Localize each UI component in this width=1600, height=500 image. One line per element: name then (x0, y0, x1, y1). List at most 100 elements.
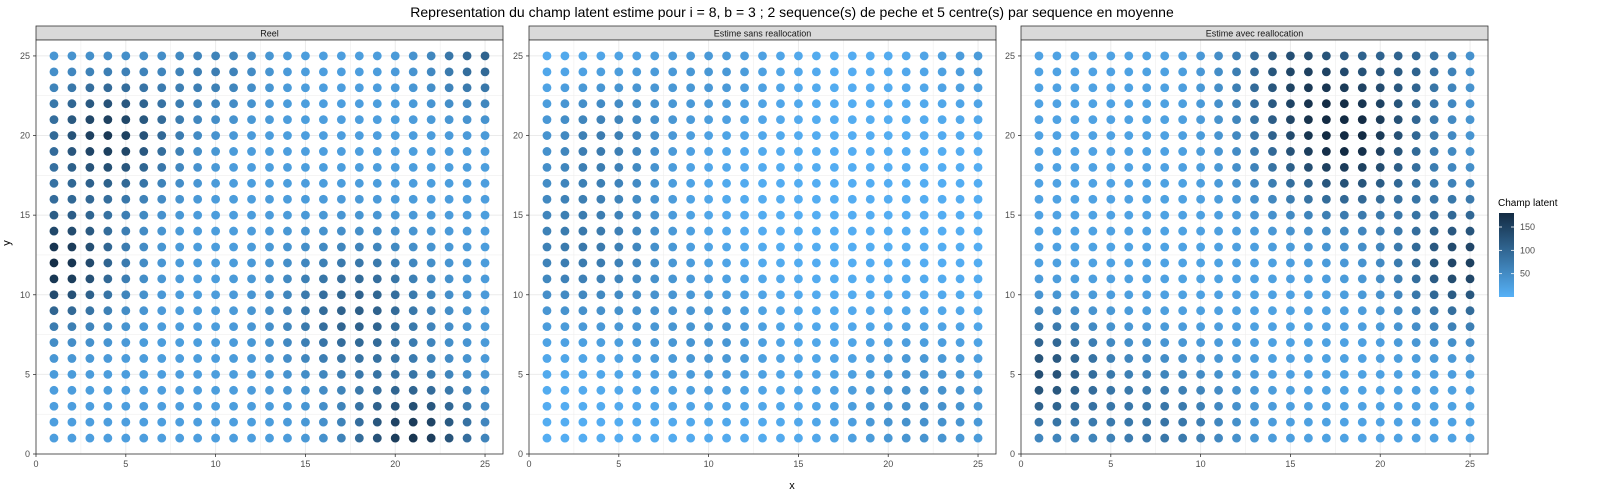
data-point (1178, 67, 1188, 77)
data-point (901, 131, 911, 140)
data-point (1232, 433, 1241, 443)
data-point (1357, 385, 1367, 395)
data-point (229, 67, 238, 77)
data-point (596, 115, 606, 125)
data-point (1196, 401, 1206, 411)
data-point (937, 51, 947, 61)
data-point (426, 401, 436, 411)
data-point (283, 274, 292, 284)
data-point (1160, 354, 1170, 363)
data-point (283, 115, 292, 125)
data-point (211, 354, 221, 363)
data-point (444, 417, 454, 427)
data-point (265, 274, 274, 284)
data-point (67, 401, 77, 411)
data-point (1429, 147, 1439, 156)
data-point (1393, 83, 1403, 93)
data-point (1160, 369, 1170, 379)
data-point (1447, 51, 1457, 61)
data-point (668, 115, 678, 125)
data-point (1088, 67, 1098, 77)
data-point (1465, 131, 1475, 140)
data-point (596, 417, 606, 427)
data-point (265, 242, 274, 252)
data-point (668, 369, 678, 379)
data-point (596, 338, 606, 347)
data-point (175, 306, 185, 316)
data-point (1034, 242, 1044, 252)
data-point (1411, 83, 1421, 93)
y-tick-label: 25 (513, 51, 523, 61)
data-point (1052, 322, 1062, 332)
data-point (372, 147, 382, 156)
data-point (444, 178, 454, 188)
data-point (1178, 83, 1188, 93)
data-point (1339, 290, 1349, 300)
data-point (1034, 67, 1044, 77)
data-point (1303, 147, 1313, 156)
data-point (686, 83, 696, 93)
data-point (462, 354, 472, 363)
data-point (1465, 51, 1475, 61)
data-point (740, 242, 749, 252)
data-point (157, 210, 167, 220)
data-point (1052, 226, 1062, 236)
data-point (973, 385, 983, 395)
data-point (390, 401, 400, 411)
data-point (247, 210, 256, 220)
data-point (614, 258, 624, 268)
data-point (560, 162, 570, 172)
data-point (1088, 354, 1098, 363)
data-point (1375, 274, 1385, 284)
data-point (1268, 99, 1277, 109)
data-point (937, 290, 947, 300)
data-point (542, 306, 552, 316)
data-point (139, 242, 149, 252)
data-point (740, 401, 749, 411)
data-point (175, 162, 185, 172)
data-point (1160, 242, 1170, 252)
panel-points (49, 51, 490, 443)
y-tick-label: 25 (20, 51, 30, 61)
legend-tick-label: 100 (1520, 245, 1535, 255)
data-point (85, 306, 95, 316)
data-point (1070, 369, 1080, 379)
data-point (686, 178, 696, 188)
data-point (1321, 226, 1331, 236)
data-point (1124, 322, 1134, 332)
data-point (175, 115, 185, 125)
data-point (85, 290, 95, 300)
data-point (1375, 290, 1385, 300)
data-point (1465, 322, 1475, 332)
data-point (560, 226, 570, 236)
data-point (1196, 417, 1206, 427)
data-point (1196, 178, 1206, 188)
data-point (301, 369, 310, 379)
data-point (686, 385, 696, 395)
data-point (301, 417, 310, 427)
data-point (1303, 83, 1313, 93)
data-point (937, 369, 947, 379)
data-point (408, 83, 418, 93)
data-point (686, 274, 696, 284)
data-point (1034, 258, 1044, 268)
data-point (211, 385, 221, 395)
data-point (919, 115, 929, 125)
data-point (632, 385, 642, 395)
data-point (901, 369, 911, 379)
data-point (1393, 338, 1403, 347)
data-point (955, 338, 965, 347)
data-point (121, 322, 131, 332)
data-point (668, 162, 678, 172)
data-point (1196, 338, 1206, 347)
data-point (175, 401, 185, 411)
data-point (973, 290, 983, 300)
data-point (1465, 369, 1475, 379)
data-point (1160, 290, 1170, 300)
data-point (955, 131, 965, 140)
data-point (390, 51, 400, 61)
data-point (1034, 290, 1044, 300)
data-point (283, 178, 292, 188)
data-point (390, 210, 400, 220)
data-point (937, 274, 947, 284)
